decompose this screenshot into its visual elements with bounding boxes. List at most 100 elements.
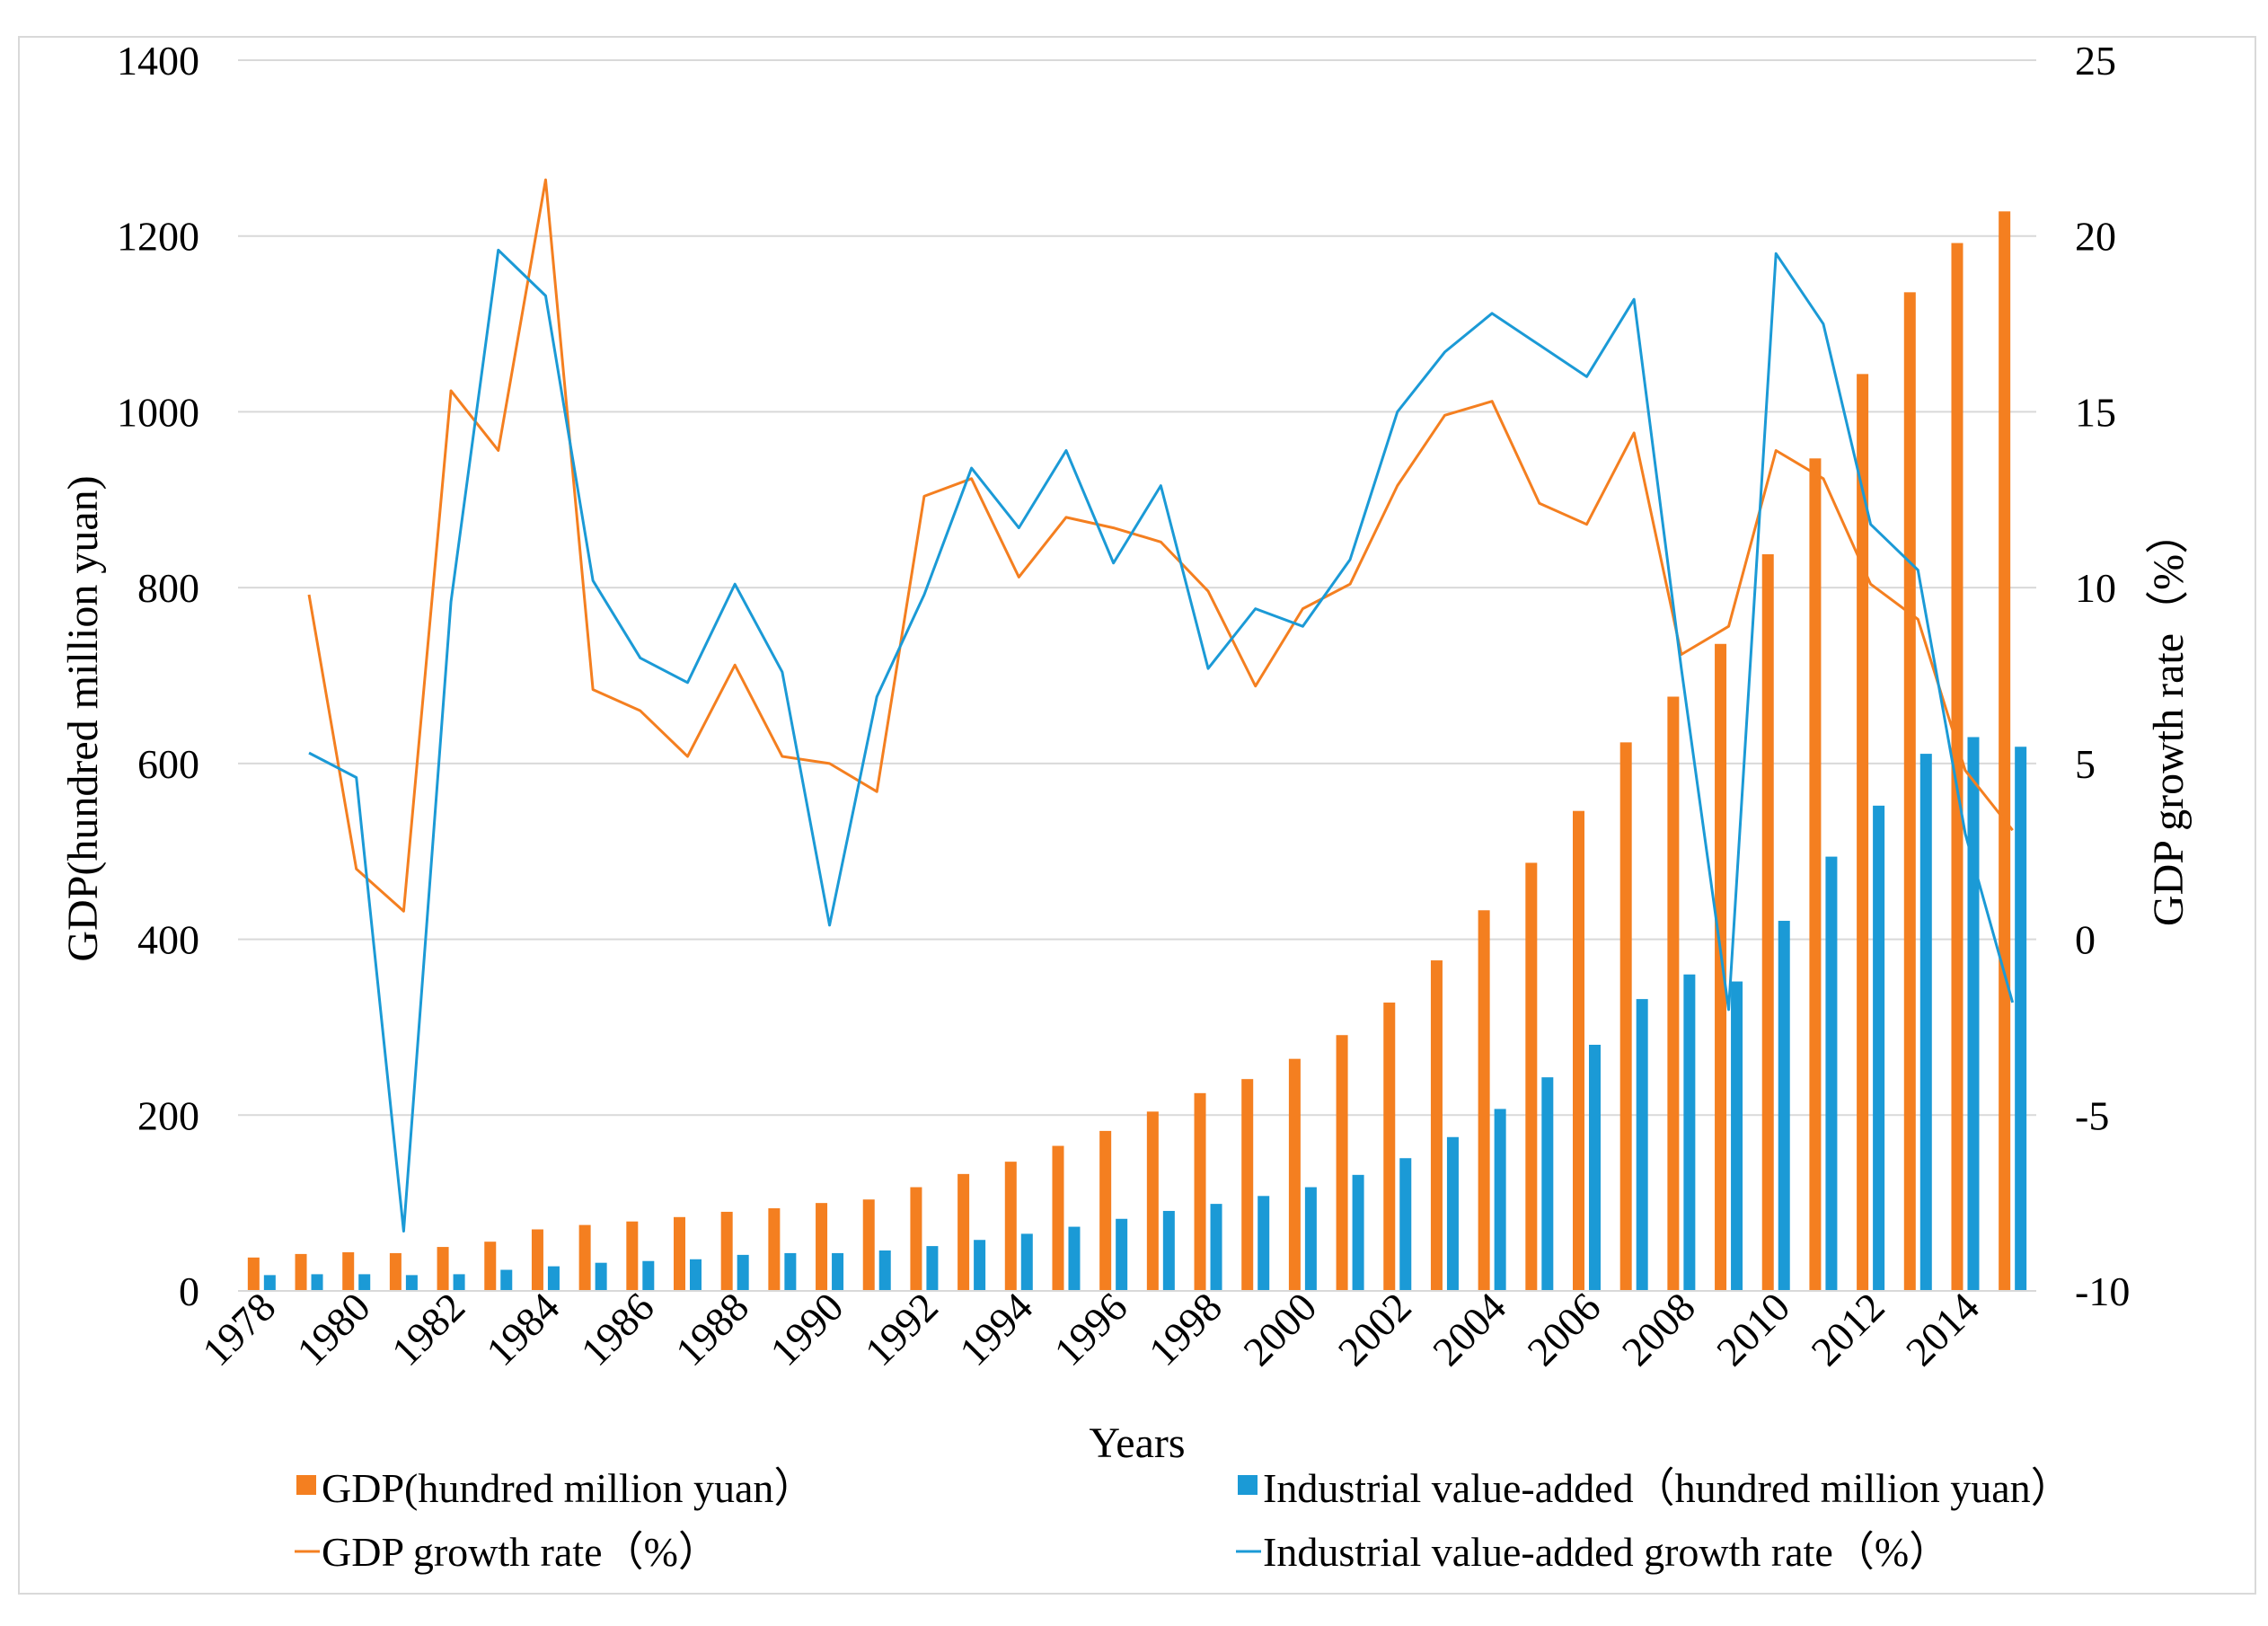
- industrial-bar: [358, 1274, 371, 1291]
- gdp-bar: [626, 1221, 639, 1291]
- gdp-growth-line: [307, 178, 2014, 913]
- x-axis-ticks: 1978 1980 1982 1984 1986 1988 1990 1992 1994 1996…: [193, 1284, 1988, 1374]
- industrial-bar: [1494, 1109, 1506, 1291]
- industrial-bar: [737, 1254, 749, 1291]
- right-tick-label: 20: [2075, 214, 2116, 260]
- industrial-bar: [1068, 1226, 1081, 1291]
- x-tick-label: 1998: [1140, 1284, 1231, 1374]
- gdp-bar: [1809, 458, 1822, 1291]
- right-tick-label: -10: [2075, 1268, 2130, 1314]
- gdp-bar: [342, 1251, 355, 1291]
- industrial-bar: [595, 1262, 607, 1291]
- industrial-bar: [1162, 1210, 1175, 1291]
- gdp-bar: [1099, 1130, 1112, 1291]
- gdp-bar: [910, 1187, 922, 1291]
- left-tick-label: 600: [137, 741, 199, 787]
- gdp-bar: [1573, 810, 1584, 1291]
- gdp-bar: [1004, 1162, 1017, 1291]
- x-tick-label: 1978: [193, 1284, 284, 1374]
- left-axis-ticks: 0 200 400 600 800 1000 1200 1400: [117, 38, 199, 1314]
- lines: [307, 178, 2015, 1233]
- gdp-bar: [484, 1242, 497, 1291]
- x-tick-label: 1996: [1046, 1284, 1136, 1374]
- industrial-bar: [311, 1274, 323, 1291]
- gdp-bar: [816, 1203, 828, 1291]
- industrial-bar: [2015, 747, 2027, 1291]
- left-tick-label: 400: [137, 917, 199, 963]
- gdp-bar: [1619, 742, 1632, 1291]
- legend: GDP(hundred million yuan） Industrial val…: [295, 1465, 2072, 1575]
- gdp-bar: [578, 1224, 591, 1291]
- right-tick-label: -5: [2075, 1092, 2109, 1138]
- gdp-bar: [1478, 910, 1490, 1291]
- industrial-bar: [500, 1269, 513, 1291]
- industrial-bar: [784, 1252, 797, 1291]
- gdp-bar: [720, 1211, 733, 1291]
- industrial-bar: [1825, 856, 1838, 1291]
- industrial-bar: [690, 1259, 702, 1291]
- legend-label-industrial: Industrial value-added（hundred million y…: [1263, 1465, 2072, 1511]
- gdp-bar: [1999, 211, 2011, 1291]
- industrial-bar: [405, 1275, 418, 1291]
- industrial-bar: [547, 1266, 560, 1291]
- gdp-bar: [1903, 292, 1916, 1291]
- gdp-bar: [1430, 960, 1443, 1291]
- legend-label-gdp: GDP(hundred million yuan）: [322, 1465, 815, 1511]
- right-tick-label: 15: [2075, 389, 2116, 435]
- left-tick-label: 200: [137, 1092, 199, 1138]
- gdp-bar: [1715, 643, 1727, 1291]
- x-tick-label: 1982: [383, 1284, 473, 1374]
- gdp-bar: [1241, 1079, 1254, 1291]
- industrial-bar: [1683, 974, 1696, 1291]
- gdp-bar: [862, 1199, 875, 1291]
- left-tick-label: 800: [137, 565, 199, 611]
- gdp-bar: [768, 1208, 781, 1291]
- industrial-bar: [1541, 1077, 1554, 1291]
- left-tick-label: 1400: [117, 38, 199, 84]
- right-axis-title: GDP growth rate（%）: [2145, 511, 2193, 926]
- bars: [247, 211, 2027, 1292]
- x-axis-title: Years: [1089, 1419, 1185, 1467]
- industrial-bar: [1116, 1218, 1128, 1291]
- industrial-bar: [642, 1260, 655, 1291]
- gdp-bar: [1383, 1003, 1396, 1291]
- industrial-bar: [1352, 1174, 1364, 1291]
- industrial-bar: [1919, 754, 1932, 1291]
- x-tick-label: 2006: [1518, 1284, 1609, 1374]
- industrial-bar: [1304, 1187, 1317, 1291]
- gdp-bar: [1951, 243, 1964, 1291]
- gdp-bar: [1525, 862, 1538, 1291]
- left-tick-label: 1200: [117, 214, 199, 260]
- gdp-bar: [674, 1216, 685, 1291]
- industrial-bar: [1731, 981, 1743, 1291]
- industrial-growth-line: [308, 248, 2015, 1233]
- gdp-bar: [1146, 1111, 1159, 1291]
- industrial-bar: [1020, 1233, 1033, 1291]
- legend-swatch-industrial: [1238, 1475, 1258, 1495]
- left-tick-label: 0: [179, 1268, 199, 1314]
- legend-swatch-gdp: [296, 1475, 316, 1495]
- gdp-bar: [1857, 374, 1869, 1292]
- x-tick-label: 1994: [950, 1284, 1041, 1374]
- industrial-bar: [926, 1246, 939, 1291]
- gdp-bar: [1288, 1058, 1301, 1291]
- chart-frame: [18, 36, 2256, 1595]
- x-tick-label: 1984: [477, 1284, 568, 1374]
- x-tick-label: 2010: [1708, 1284, 1798, 1374]
- industrial-bar: [1636, 999, 1648, 1291]
- x-tick-label: 2004: [1424, 1284, 1514, 1374]
- x-tick-label: 2000: [1234, 1284, 1325, 1374]
- x-tick-label: 2012: [1803, 1284, 1893, 1374]
- x-tick-label: 2002: [1329, 1284, 1420, 1374]
- gdp-bar: [1761, 553, 1774, 1291]
- gdp-bar: [247, 1257, 260, 1291]
- gdp-bar: [437, 1247, 449, 1291]
- right-tick-label: 0: [2075, 917, 2096, 963]
- industrial-bar: [1210, 1204, 1222, 1291]
- industrial-bar: [1446, 1136, 1459, 1291]
- left-tick-label: 1000: [117, 389, 199, 435]
- industrial-bar: [1399, 1158, 1412, 1291]
- industrial-bar: [974, 1240, 986, 1291]
- gdp-bar: [958, 1173, 970, 1291]
- industrial-bar: [1258, 1196, 1270, 1291]
